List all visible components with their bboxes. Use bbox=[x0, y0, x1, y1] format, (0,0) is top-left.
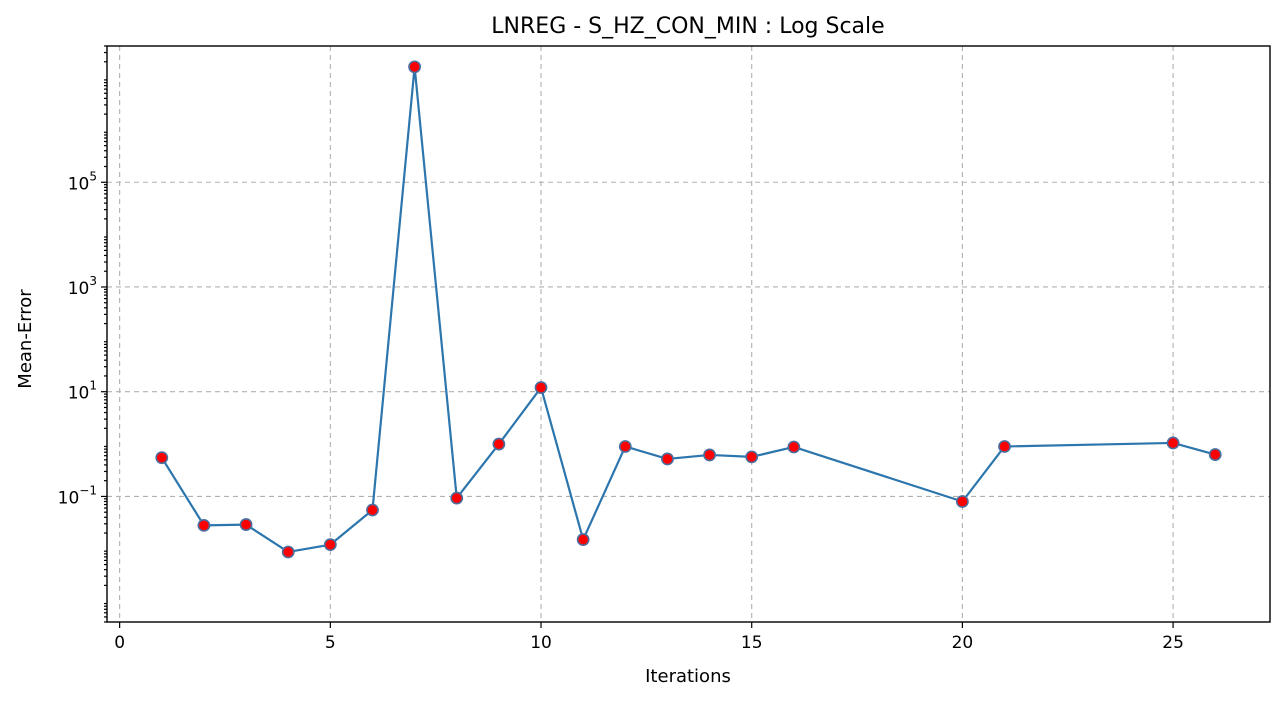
y-tick-label: 103 bbox=[68, 274, 97, 299]
data-point bbox=[492, 437, 506, 451]
x-tick-label: 15 bbox=[741, 633, 763, 653]
series-line bbox=[160, 65, 1216, 554]
data-point bbox=[618, 440, 632, 453]
data-point bbox=[576, 533, 590, 546]
data-point bbox=[281, 545, 295, 559]
axis-ticks: 0 5 10 15 20 25 105 103 101 10−1 bbox=[58, 45, 1184, 653]
x-tick-label: 5 bbox=[325, 633, 336, 653]
data-point bbox=[450, 491, 464, 505]
grid-lines bbox=[107, 46, 1270, 622]
y-tick-label: 101 bbox=[68, 379, 97, 404]
data-point bbox=[703, 448, 716, 462]
series-mean-error bbox=[155, 60, 1222, 559]
data-point bbox=[745, 450, 759, 464]
plot-frame bbox=[106, 45, 1271, 623]
data-point bbox=[1166, 436, 1180, 450]
y-axis-label: Mean-Error bbox=[15, 289, 36, 389]
x-tick-label: 25 bbox=[1162, 633, 1184, 653]
x-tick-label: 10 bbox=[530, 633, 552, 653]
data-point bbox=[155, 451, 169, 465]
data-point bbox=[323, 538, 337, 552]
data-point bbox=[1208, 448, 1222, 461]
data-point bbox=[534, 381, 548, 394]
x-tick-label: 20 bbox=[952, 633, 974, 653]
chart-title: LNREG - S_HZ_CON_MIN : Log Scale bbox=[491, 14, 884, 39]
x-tick-label: 0 bbox=[114, 633, 125, 653]
data-point bbox=[955, 495, 969, 508]
data-point bbox=[408, 60, 422, 74]
data-point bbox=[787, 440, 801, 454]
y-tick-label: 10−1 bbox=[58, 483, 97, 508]
y-tick-label: 105 bbox=[68, 169, 97, 194]
data-point bbox=[239, 518, 253, 531]
data-point bbox=[998, 440, 1011, 453]
data-point bbox=[366, 503, 379, 517]
data-point bbox=[197, 518, 211, 532]
x-axis-label: Iterations bbox=[645, 666, 731, 687]
data-point bbox=[661, 452, 674, 466]
